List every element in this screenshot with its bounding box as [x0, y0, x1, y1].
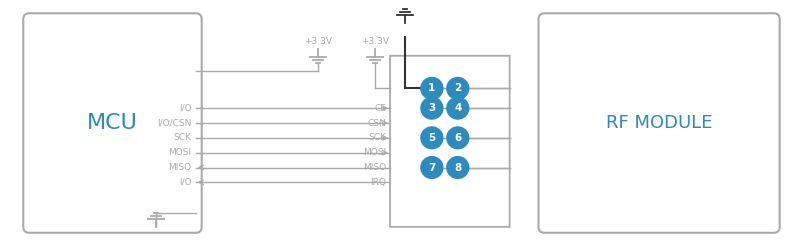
Text: 5: 5 — [428, 133, 435, 143]
Text: MOSI: MOSI — [363, 148, 386, 157]
Text: MOSI: MOSI — [169, 148, 192, 157]
Text: 2: 2 — [454, 84, 462, 94]
Text: CE: CE — [374, 104, 386, 113]
FancyBboxPatch shape — [23, 13, 202, 233]
Circle shape — [447, 78, 469, 99]
Circle shape — [421, 97, 443, 119]
Text: 8: 8 — [454, 162, 462, 172]
Circle shape — [447, 157, 469, 178]
Text: I/O: I/O — [179, 104, 192, 113]
Circle shape — [421, 78, 443, 99]
Text: I/O: I/O — [179, 178, 192, 187]
Text: SCK: SCK — [368, 133, 386, 142]
Text: SCK: SCK — [174, 133, 192, 142]
Text: IRQ: IRQ — [370, 178, 386, 187]
FancyBboxPatch shape — [538, 13, 780, 233]
Text: I/O/CSN: I/O/CSN — [158, 118, 192, 128]
Text: 4: 4 — [454, 103, 462, 113]
Text: +3.3V: +3.3V — [304, 37, 332, 46]
Circle shape — [447, 127, 469, 149]
Text: MCU: MCU — [87, 113, 138, 133]
Text: CSN: CSN — [367, 118, 386, 128]
Text: 3: 3 — [428, 103, 435, 113]
Text: 7: 7 — [428, 162, 435, 172]
Text: 6: 6 — [454, 133, 462, 143]
Text: +3.3V: +3.3V — [361, 37, 389, 46]
Circle shape — [447, 97, 469, 119]
Circle shape — [421, 157, 443, 178]
FancyBboxPatch shape — [390, 56, 510, 227]
Text: 1: 1 — [428, 84, 435, 94]
Circle shape — [421, 127, 443, 149]
Text: RF MODULE: RF MODULE — [606, 114, 712, 132]
Text: MISO: MISO — [363, 163, 386, 172]
Text: MISO: MISO — [169, 163, 192, 172]
